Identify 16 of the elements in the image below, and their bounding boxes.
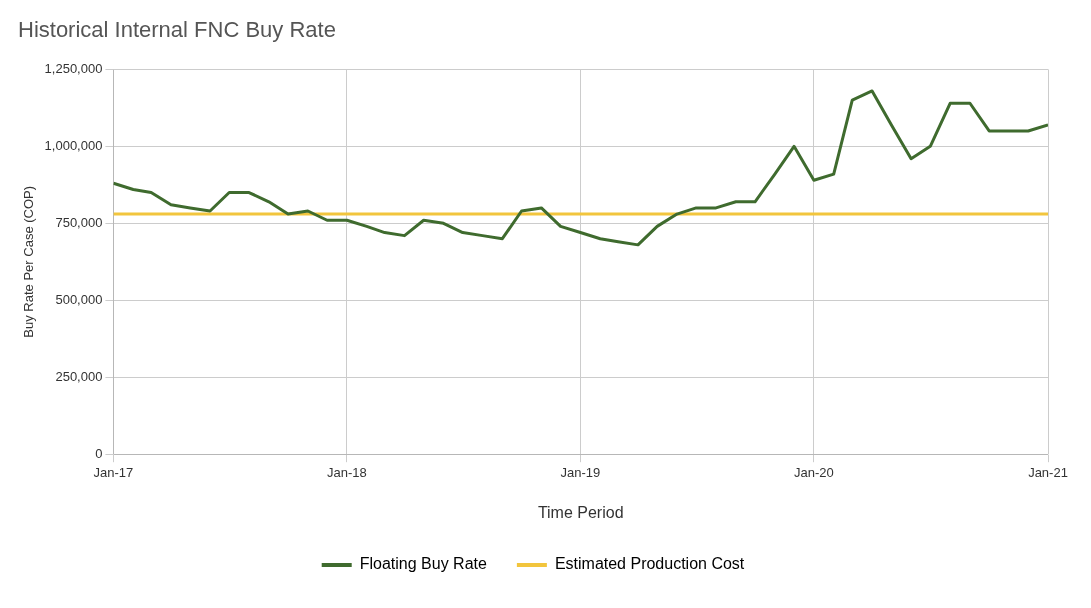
x-tick-label: Jan-17 bbox=[93, 464, 134, 480]
y-axis-title: Buy Rate Per Case (COP) bbox=[21, 185, 37, 338]
y-tick-label: 750,000 bbox=[55, 214, 103, 230]
y-tick-label: 1,250,000 bbox=[44, 60, 103, 76]
x-axis-title: Time Period bbox=[537, 503, 624, 521]
legend-label: Floating Buy Rate bbox=[359, 555, 487, 573]
x-tick-label: Jan-20 bbox=[794, 464, 834, 480]
y-tick-label: 0 bbox=[95, 445, 103, 461]
y-tick-label: 250,000 bbox=[55, 368, 103, 384]
x-tick-label: Jan-18 bbox=[327, 464, 367, 480]
legend-label: Estimated Production Cost bbox=[554, 555, 745, 573]
chart-title: Historical Internal FNC Buy Rate bbox=[18, 17, 336, 43]
y-tick-label: 1,000,000 bbox=[44, 137, 103, 153]
x-tick-label: Jan-21 bbox=[1028, 464, 1068, 480]
y-tick-label: 500,000 bbox=[55, 291, 103, 307]
x-tick-label: Jan-19 bbox=[560, 464, 601, 480]
